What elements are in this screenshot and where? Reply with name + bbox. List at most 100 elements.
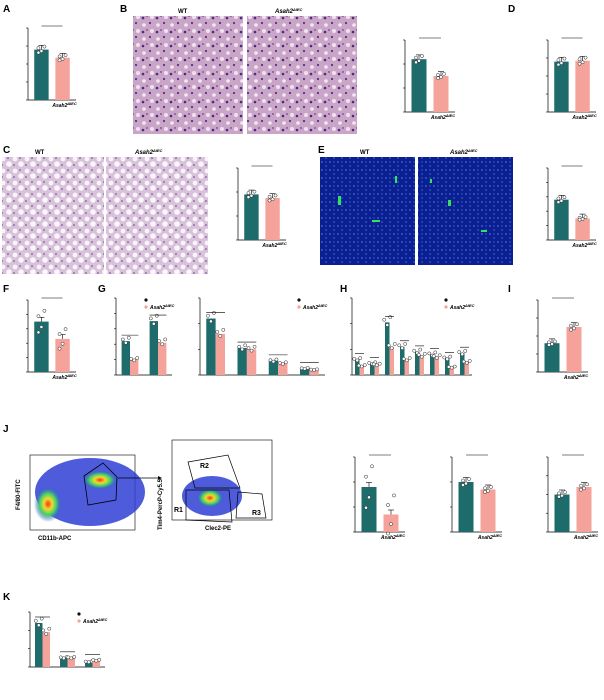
G1-0-0-point-2	[126, 335, 131, 340]
G1-bar-0-wt	[121, 341, 130, 375]
D-1-point-1	[580, 60, 585, 65]
H-bar-5-wt	[430, 354, 435, 375]
G2-3-1-point-0	[309, 367, 313, 372]
D-bar-wt	[554, 61, 569, 112]
panel-label-a: A	[3, 4, 10, 15]
G2-3-0-point-0	[299, 366, 304, 371]
panel-label-f: F	[3, 284, 9, 295]
J3-0-point-3	[557, 494, 561, 499]
E-bar-ko	[575, 218, 590, 240]
H-6-1-point-0	[446, 365, 451, 369]
K-2-1-point-2	[97, 657, 102, 662]
C-0-point-2	[252, 189, 257, 194]
G2-bar-2-wt	[268, 360, 279, 375]
panel-label-j: J	[3, 424, 9, 435]
G1-bar-1-wt	[149, 321, 158, 375]
A-bar-wt	[34, 49, 49, 100]
J1-0-point-1	[367, 495, 371, 500]
K-0-0-point-1	[36, 623, 41, 628]
H-7-1-point-0	[461, 359, 466, 364]
J3-0-point-2	[563, 490, 567, 495]
H-4-0-point-2	[418, 347, 423, 352]
G1-1-1-point-0	[157, 339, 162, 343]
G2-bar-0-ko	[215, 333, 225, 375]
H-bar-3-ko	[404, 359, 409, 375]
G2-0-0-point-0	[206, 313, 210, 318]
H-4-0-point-0	[412, 348, 417, 353]
flow-1-x-label: CD11b-APC	[38, 536, 72, 542]
G1-1-1-point-2	[163, 337, 168, 342]
H-1-1-point-1	[374, 363, 379, 368]
B-0-point-2	[420, 54, 424, 58]
B-bar-ko	[433, 76, 449, 112]
G2-3-0-point-1	[302, 367, 307, 371]
H-5-0-point-0	[427, 351, 432, 356]
micrograph-c-ko	[106, 157, 208, 274]
C-1-point-3	[267, 198, 272, 203]
A-0-point-2	[42, 44, 47, 49]
H-0-0-point-2	[358, 356, 363, 360]
E-1-point-1	[580, 217, 585, 221]
micro-e-wt-label: WT	[360, 150, 370, 156]
J3-1-point-2	[585, 482, 589, 487]
B-xlabel-ko: Asah2ΔIEC	[430, 113, 455, 121]
H-7-0-point-0	[457, 350, 462, 354]
J2-1-point-0	[483, 486, 487, 491]
G1-1-0-point-1	[151, 321, 156, 326]
K-0-1-point-2	[47, 626, 52, 631]
A-0-point-1	[39, 49, 44, 53]
D-1-point-2	[583, 55, 588, 60]
H-6-0-point-0	[442, 355, 447, 360]
C-0-point-0	[246, 191, 251, 195]
I-bar-ko	[566, 327, 582, 372]
J1-1-point-3	[386, 531, 390, 536]
K-2-1-point-0	[91, 658, 96, 662]
D-0-point-1	[559, 61, 564, 65]
J2-1-point-3	[483, 490, 487, 494]
panel-label-e: E	[318, 145, 325, 156]
H-bar-3-wt	[400, 346, 405, 375]
fluorescence-e-ko	[418, 157, 513, 265]
K-1-1-point-2	[72, 655, 77, 659]
F-0-point-3	[36, 330, 41, 335]
micrograph-b-ko	[247, 16, 357, 134]
A-bar-ko	[55, 57, 70, 100]
H-6-1-point-2	[452, 364, 457, 369]
D-xlabel-ko: Asah2ΔIEC	[571, 113, 596, 121]
A-0-point-0	[36, 46, 41, 50]
H-bar-1-wt	[370, 363, 375, 375]
E-0-point-0	[556, 196, 561, 201]
G1-1-0-point-2	[154, 313, 159, 318]
I-0-point-1	[550, 342, 554, 346]
flow-2-y-label: Tim4-PercP-Cy5.5	[158, 478, 164, 530]
I-0-point-2	[553, 339, 557, 344]
alpha-sma-signal	[338, 176, 487, 232]
micrograph-b-wt	[133, 16, 243, 134]
D-1-point-0	[577, 57, 582, 62]
C-bar-ko	[265, 198, 280, 240]
G2-bar-1-wt	[237, 348, 247, 375]
B-1-point-3	[436, 76, 440, 81]
I-1-point-1	[572, 326, 576, 331]
F-1-point-1	[60, 341, 65, 346]
B-0-point-0	[414, 55, 418, 60]
F-1-point-3	[57, 346, 62, 351]
micrograph-c-wt	[2, 157, 104, 274]
K-bar-0-ko	[42, 632, 50, 667]
H-bar-2-ko	[389, 346, 394, 375]
G1-bar-1-ko	[158, 342, 167, 375]
G2-1-1-point-1	[249, 348, 254, 353]
G2-3-0-point-2	[305, 366, 310, 370]
C-1-point-1	[270, 197, 275, 202]
B-bar-wt	[411, 59, 427, 112]
micro-b-ko-label: Asah2ΔIEC	[274, 7, 302, 15]
H-5-1-point-0	[431, 354, 436, 358]
G2-bar-3-wt	[300, 368, 310, 375]
J3-0-point-0	[557, 491, 561, 496]
H-legend-wt-marker	[444, 298, 448, 302]
flow-1-y-label: F4/80-FITC	[16, 479, 22, 510]
F-1-point-0	[57, 332, 62, 336]
G2-0-1-point-0	[215, 330, 220, 334]
panel-label-h: H	[340, 284, 347, 295]
C-0-point-3	[246, 195, 251, 199]
